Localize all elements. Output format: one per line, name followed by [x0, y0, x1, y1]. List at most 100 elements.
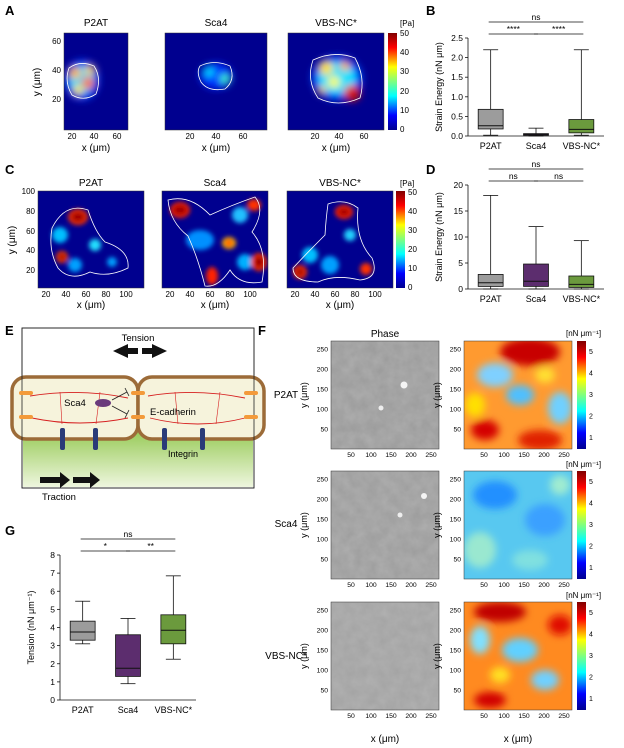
y-tick-label: 1.5: [451, 72, 463, 82]
f-ylabel: y (μm): [299, 382, 309, 408]
svg-text:50: 50: [408, 188, 417, 197]
f-xtick: 50: [480, 582, 488, 589]
x-tick-label: VBS-NC*: [563, 141, 601, 151]
f-ytick: 150: [450, 648, 462, 655]
panel-label-g: G: [5, 523, 15, 538]
box: [477, 108, 504, 130]
f-ylabel: y (μm): [299, 512, 309, 538]
svg-text:100: 100: [22, 187, 36, 196]
f-xtick: 200: [405, 713, 417, 720]
x-tick-label: P2AT: [72, 705, 94, 715]
y-axis-label: Strain Energy (nN μm): [434, 192, 444, 282]
f-ytick: 250: [317, 608, 329, 615]
f-ytick: 100: [450, 407, 462, 414]
svg-text:60: 60: [331, 290, 340, 299]
box: [477, 274, 504, 287]
svg-text:20: 20: [186, 132, 195, 141]
ecadherin-label: E-cadherin: [150, 407, 196, 418]
svg-text:20: 20: [400, 87, 409, 96]
panel-label-b: B: [426, 3, 435, 18]
f-ylabel: y (μm): [432, 382, 442, 408]
y-tick-label: 5: [458, 258, 463, 268]
f-xtick: 50: [480, 713, 488, 720]
svg-text:40: 40: [400, 48, 409, 57]
f-ytick: 100: [450, 668, 462, 675]
box: [115, 634, 141, 677]
f-xtick: 100: [365, 713, 377, 720]
x-tick-label: P2AT: [480, 294, 502, 304]
f-colorbar-tick: 4: [589, 501, 593, 508]
y-tick-label: 5: [50, 604, 55, 614]
svg-text:100: 100: [368, 290, 382, 299]
panel-d-boxplot: 0 5 10 15 20 Strain Energy (nN μm) P2AT Sca4 VBS…: [434, 159, 604, 304]
colorbar-f-2: [577, 471, 586, 579]
f-xtick: 50: [347, 713, 355, 720]
f-colorbar-tick: 1: [589, 696, 593, 703]
panel-a-title-2: Sca4: [205, 18, 228, 29]
f-xtick: 250: [425, 713, 437, 720]
svg-text:60: 60: [26, 227, 35, 236]
f-xtick: 100: [498, 582, 510, 589]
svg-text:40: 40: [186, 290, 195, 299]
svg-text:x (μm): x (μm): [77, 300, 106, 311]
svg-text:30: 30: [408, 226, 417, 235]
f-ylabel: y (μm): [432, 643, 442, 669]
f-ytick: 150: [317, 517, 329, 524]
f-xtick: 200: [405, 452, 417, 459]
tension-label: Tension: [122, 333, 155, 344]
svg-text:60: 60: [239, 132, 248, 141]
y-axis-label: Tension (nN μm⁻¹): [26, 591, 36, 665]
f-colorbar-tick: 2: [589, 544, 593, 551]
tension-map-sca4: [464, 471, 572, 579]
f-xtick: 100: [498, 452, 510, 459]
x-tick-label: VBS-NC*: [563, 294, 601, 304]
phase-title: Phase: [371, 329, 400, 340]
svg-text:80: 80: [102, 290, 111, 299]
svg-text:40: 40: [90, 132, 99, 141]
f-ytick: 200: [450, 628, 462, 635]
panel-a: P2AT Sca4 VBS-NC*: [32, 18, 414, 154]
a-ytick: 20: [52, 95, 61, 104]
f-ytick: 50: [453, 557, 461, 564]
panel-label-d: D: [426, 162, 435, 177]
f-xtick: 150: [385, 452, 397, 459]
f-xtick: 150: [518, 452, 530, 459]
a-ylabel: y (μm): [32, 68, 43, 97]
f-xtick: 150: [518, 713, 530, 720]
a-cbar-unit: [Pa]: [400, 19, 414, 28]
f-ytick: 250: [317, 347, 329, 354]
svg-text:20: 20: [68, 132, 77, 141]
f-ytick: 100: [317, 407, 329, 414]
f-ytick: 100: [317, 668, 329, 675]
tension-arrow-right: [142, 344, 167, 358]
x-tick-label: Sca4: [526, 141, 547, 151]
f-xlabel: x (μm): [504, 734, 533, 745]
f-ytick: 50: [320, 557, 328, 564]
a-xlabel: x (μm): [202, 143, 231, 154]
significance-label: ns: [554, 171, 563, 181]
heatmap-c-vbs: [287, 191, 393, 288]
f-ytick: 200: [317, 628, 329, 635]
f-row-label-1: P2AT: [274, 390, 298, 401]
svg-text:[Pa]: [Pa]: [400, 179, 414, 188]
traction-label: Traction: [42, 492, 76, 503]
f-ytick: 100: [317, 537, 329, 544]
f-colorbar-tick: 3: [589, 522, 593, 529]
tension-map-vbs: [464, 602, 572, 710]
y-tick-label: 6: [50, 586, 55, 596]
y-tick-label: 2.0: [451, 53, 463, 63]
svg-text:20: 20: [291, 290, 300, 299]
traction-arrow-2: [73, 472, 100, 488]
phase-image-p2at: [330, 340, 440, 450]
f-xtick: 150: [518, 582, 530, 589]
svg-text:10: 10: [400, 106, 409, 115]
svg-text:60: 60: [82, 290, 91, 299]
f-ytick: 200: [317, 497, 329, 504]
phase-image-vbs: [330, 601, 440, 711]
y-tick-label: 1.0: [451, 92, 463, 102]
svg-text:60: 60: [113, 132, 122, 141]
a-ytick: 40: [52, 66, 61, 75]
f-colorbar-tick: 5: [589, 349, 593, 356]
y-tick-label: 0.5: [451, 111, 463, 121]
